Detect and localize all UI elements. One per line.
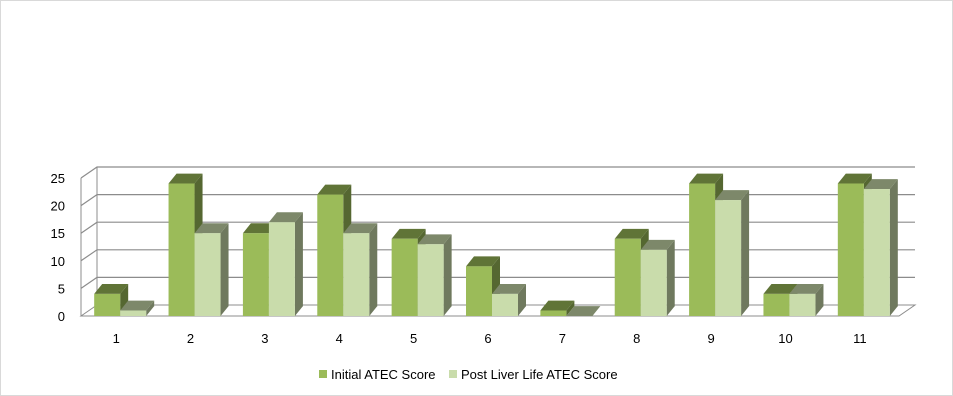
bar-top xyxy=(343,223,378,234)
bar-top xyxy=(168,173,203,184)
legend-item: Post Liver Life ATEC Score xyxy=(449,367,618,382)
y-tick-label: 25 xyxy=(51,171,65,186)
bar-side xyxy=(889,179,898,316)
y-tick-label: 10 xyxy=(51,254,65,269)
bar-side xyxy=(666,239,675,316)
x-tick-label: 10 xyxy=(778,331,792,346)
bar-side xyxy=(815,284,824,316)
gridline xyxy=(80,221,915,234)
bars xyxy=(94,173,898,316)
x-axis-ticks: 1 2 3 4 5 6 7 8 9 10 11 xyxy=(113,331,867,346)
bar-top xyxy=(689,173,724,184)
bar-side xyxy=(294,212,303,316)
bar-top xyxy=(317,184,352,195)
bar xyxy=(94,284,129,316)
bar-side xyxy=(518,284,526,316)
x-tick-label: 3 xyxy=(261,331,268,346)
bar-top xyxy=(614,228,649,239)
bar-front xyxy=(466,266,492,316)
bar xyxy=(417,234,452,316)
y-tick-label: 15 xyxy=(51,226,65,241)
legend-item: Initial ATEC Score xyxy=(319,367,436,382)
bar-top xyxy=(863,179,898,190)
bar-top xyxy=(763,284,798,294)
bar-top xyxy=(715,190,750,201)
bar-front xyxy=(391,238,418,316)
bar-front xyxy=(763,293,790,316)
bar-top xyxy=(540,300,575,311)
bar xyxy=(540,300,575,316)
legend-label: Post Liver Life ATEC Score xyxy=(461,367,618,382)
bar-front xyxy=(540,310,567,316)
x-tick-label: 1 xyxy=(113,331,120,346)
x-tick-label: 2 xyxy=(187,331,194,346)
bar-front xyxy=(317,194,344,316)
bar xyxy=(194,223,229,316)
bar-top xyxy=(268,212,303,223)
x-tick-label: 9 xyxy=(707,331,714,346)
bar-side xyxy=(566,300,575,316)
bar-front xyxy=(863,189,890,316)
bar-top xyxy=(837,173,872,184)
bar-front xyxy=(194,233,221,316)
gridline xyxy=(80,194,915,207)
x-tick-label: 6 xyxy=(484,331,491,346)
y-tick-label: 0 xyxy=(58,309,65,324)
bar-top xyxy=(789,284,824,294)
legend-swatch xyxy=(319,370,327,378)
bar-side xyxy=(443,234,452,316)
bar-front xyxy=(343,233,370,316)
bar-side xyxy=(146,300,155,316)
gridline xyxy=(80,166,915,179)
x-tick-label: 7 xyxy=(559,331,566,346)
y-axis-ticks: 0 5 10 15 20 25 xyxy=(51,171,65,324)
bar-top xyxy=(492,284,526,294)
bar-top xyxy=(242,223,277,234)
bar-side xyxy=(220,223,229,316)
bar xyxy=(863,179,898,316)
bar-front xyxy=(417,244,444,316)
legend-swatch xyxy=(449,370,457,378)
legend-label: Initial ATEC Score xyxy=(331,367,436,382)
bar-side xyxy=(369,223,378,316)
bar xyxy=(492,284,526,316)
bar-top xyxy=(194,223,229,234)
bar-front xyxy=(689,183,716,316)
bar-side xyxy=(741,190,750,316)
bar xyxy=(640,239,675,316)
bar-top xyxy=(417,234,452,245)
bar-front xyxy=(715,200,742,316)
bar-top xyxy=(94,284,129,294)
bar-front xyxy=(94,293,121,316)
bar-front xyxy=(837,183,864,316)
bar-front xyxy=(640,249,667,316)
bar-top xyxy=(566,306,601,316)
bar-top xyxy=(391,228,426,239)
bar-front xyxy=(242,233,269,316)
bar xyxy=(715,190,750,316)
legend: Initial ATEC Score Post Liver Life ATEC S… xyxy=(319,367,618,382)
bar-front xyxy=(168,183,195,316)
bar xyxy=(789,284,824,316)
bar xyxy=(268,212,303,316)
bar-front xyxy=(268,222,295,316)
x-tick-label: 4 xyxy=(336,331,343,346)
bar-top xyxy=(120,300,155,311)
bar-front xyxy=(120,310,147,316)
y-tick-label: 5 xyxy=(58,281,65,296)
bar-front xyxy=(614,238,641,316)
y-tick-label: 20 xyxy=(51,199,65,214)
bar xyxy=(120,300,155,316)
bar-top xyxy=(466,256,500,267)
bar xyxy=(343,223,378,316)
bar-front xyxy=(789,293,816,316)
x-tick-label: 5 xyxy=(410,331,417,346)
bar-top xyxy=(640,239,675,250)
x-tick-label: 11 xyxy=(853,331,867,346)
x-tick-label: 8 xyxy=(633,331,640,346)
bar-front xyxy=(492,293,518,316)
bar xyxy=(566,306,601,316)
